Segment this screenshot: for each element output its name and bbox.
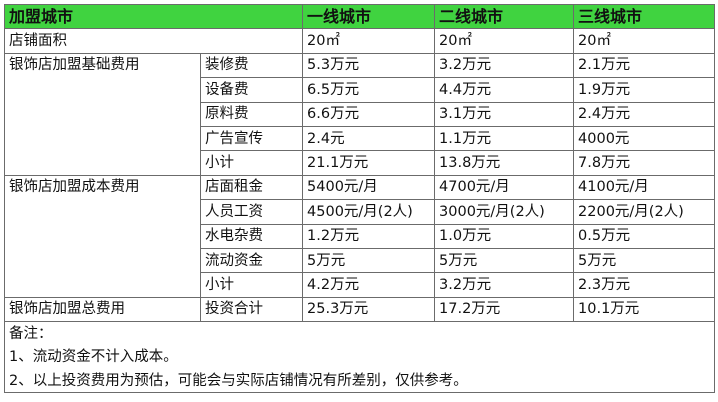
notes-line-1: 1、流动资金不计入成本。 — [3, 345, 716, 369]
row-label: 小计 — [199, 272, 304, 298]
area-t2: 20㎡ — [434, 28, 575, 54]
cell-t3: 2.4万元 — [573, 101, 716, 127]
cell-t2: 1.0万元 — [434, 223, 575, 249]
row-label: 店面租金 — [199, 174, 304, 201]
table-row: 小计 21.1万元 13.8万元 7.8万元 — [5, 150, 716, 176]
cell-t3: 4000元 — [573, 125, 716, 152]
header-city: 加盟城市 — [3, 3, 304, 30]
basic-category: 银饰店加盟基础费用 — [4, 52, 201, 176]
notes-title: 备注： — [3, 321, 716, 346]
cost-category: 银饰店加盟成本费用 — [4, 174, 201, 298]
area-t1: 20㎡ — [302, 28, 436, 54]
cell-t2: 1.1万元 — [434, 125, 575, 152]
table-row: 银饰店加盟基础费用 装修费 5.3万元 3.2万元 2.1万元 — [4, 52, 716, 176]
total-row: 银饰店加盟总费用 投资合计 25.3万元 17.2万元 10.1万元 — [4, 296, 716, 323]
header-tier3: 三线城市 — [573, 3, 716, 30]
table-row: 设备费 6.5万元 4.4万元 1.9万元 — [5, 77, 716, 103]
franchise-cost-table: 加盟城市 一线城市 二线城市 三线城市 店铺面积 20㎡ 20㎡ 20㎡ 银饰店… — [3, 3, 716, 394]
notes-title-row: 备注： — [3, 321, 716, 346]
total-category: 银饰店加盟总费用 — [4, 296, 201, 323]
total-t2: 17.2万元 — [434, 296, 575, 323]
row-label: 小计 — [199, 150, 304, 176]
cell-t2: 3000元/月(2人) — [434, 199, 575, 225]
cell-t1: 5.3万元 — [302, 52, 436, 79]
cell-t3: 7.8万元 — [573, 150, 716, 176]
notes-line-2: 2、以上投资费用为预估，可能会与实际店铺情况有所差别，仅供参考。 — [3, 368, 716, 394]
row-label: 广告宣传 — [199, 125, 304, 152]
cell-t3: 0.5万元 — [573, 223, 716, 249]
total-t3: 10.1万元 — [573, 296, 716, 323]
row-label: 原料费 — [199, 101, 304, 127]
row-label: 水电杂费 — [199, 223, 304, 249]
row-label: 设备费 — [199, 77, 304, 103]
header-tier2: 二线城市 — [434, 3, 575, 30]
cell-t3: 5万元 — [573, 247, 716, 274]
table-row: 小计 4.2万元 3.2万元 2.3万元 — [5, 272, 716, 298]
cell-t2: 13.8万元 — [434, 150, 575, 176]
cell-t2: 3.1万元 — [434, 101, 575, 127]
cell-t2: 3.2万元 — [434, 52, 575, 79]
header-row: 加盟城市 一线城市 二线城市 三线城市 — [3, 3, 716, 30]
cell-t1: 5400元/月 — [302, 174, 436, 201]
cell-t1: 6.6万元 — [302, 101, 436, 127]
row-label: 流动资金 — [199, 247, 304, 274]
cell-t3: 2200元/月(2人) — [573, 199, 716, 225]
table-row: 原料费 6.6万元 3.1万元 2.4万元 — [5, 101, 716, 127]
cell-t1: 4.2万元 — [302, 272, 436, 298]
cell-t3: 4100元/月 — [573, 174, 716, 201]
table-row: 银饰店加盟成本费用 店面租金 5400元/月 4700元/月 4100元/月 — [4, 174, 716, 298]
cell-t1: 4500元/月(2人) — [302, 199, 436, 225]
cell-t3: 1.9万元 — [573, 77, 716, 103]
cell-t1: 21.1万元 — [302, 150, 436, 176]
row-label: 装修费 — [199, 52, 304, 79]
header-tier1: 一线城市 — [302, 3, 436, 30]
area-row: 店铺面积 20㎡ 20㎡ 20㎡ — [3, 28, 716, 54]
table-row: 流动资金 5万元 5万元 5万元 — [5, 247, 716, 274]
table-row: 人员工资 4500元/月(2人) 3000元/月(2人) 2200元/月(2人) — [5, 199, 716, 225]
cell-t3: 2.1万元 — [573, 52, 716, 79]
cell-t2: 5万元 — [434, 247, 575, 274]
cell-t2: 4700元/月 — [434, 174, 575, 201]
notes-line-row: 2、以上投资费用为预估，可能会与实际店铺情况有所差别，仅供参考。 — [3, 368, 716, 394]
cell-t1: 5万元 — [302, 247, 436, 274]
cell-t2: 3.2万元 — [434, 272, 575, 298]
total-sub-label: 投资合计 — [199, 296, 304, 323]
cell-t3: 2.3万元 — [573, 272, 716, 298]
cell-t1: 6.5万元 — [302, 77, 436, 103]
cell-t1: 1.2万元 — [302, 223, 436, 249]
notes-line-row: 1、流动资金不计入成本。 — [3, 345, 716, 369]
area-t3: 20㎡ — [573, 28, 716, 54]
cell-t1: 2.4元 — [302, 125, 436, 152]
table-row: 广告宣传 2.4元 1.1万元 4000元 — [5, 125, 716, 152]
table-row: 水电杂费 1.2万元 1.0万元 0.5万元 — [5, 223, 716, 249]
row-label: 人员工资 — [199, 199, 304, 225]
total-t1: 25.3万元 — [302, 296, 436, 323]
area-label: 店铺面积 — [3, 28, 304, 54]
cell-t2: 4.4万元 — [434, 77, 575, 103]
